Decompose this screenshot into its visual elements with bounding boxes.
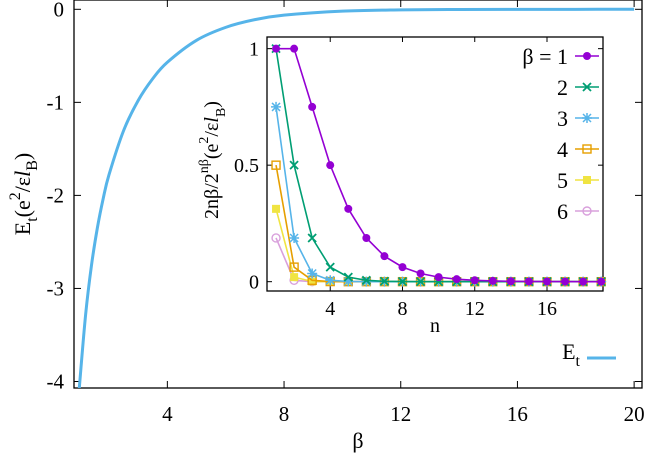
y-axis-label-part: /ε bbox=[201, 123, 223, 137]
x-tick-label: 12 bbox=[465, 298, 485, 320]
marker-cross bbox=[289, 160, 299, 170]
marker-filled-circle bbox=[398, 263, 407, 272]
legend-label-beta-6: 6 bbox=[557, 199, 568, 224]
marker-filled-square bbox=[272, 204, 281, 213]
x-tick-label: 8 bbox=[397, 298, 407, 320]
marker-cross bbox=[397, 276, 408, 287]
marker-filled-circle bbox=[326, 161, 335, 170]
marker-filled-circle bbox=[524, 277, 533, 286]
marker-filled-circle bbox=[434, 273, 443, 282]
marker-open-circle bbox=[582, 206, 592, 216]
marker-filled-circle bbox=[561, 277, 570, 286]
y-axis-label-part: 2 bbox=[197, 137, 212, 144]
y-axis-label: 2nβ/2nβ(e2/εlB) bbox=[197, 101, 229, 219]
plot-frame bbox=[266, 36, 604, 292]
marker-filled-circle bbox=[380, 252, 389, 261]
x-tick-label: 16 bbox=[507, 402, 528, 426]
y-axis-label-part: E bbox=[10, 222, 35, 235]
y-tick-label: 0.5 bbox=[234, 155, 259, 177]
legend-label-beta-1: β = 1 bbox=[522, 44, 568, 69]
marker-star bbox=[289, 232, 300, 243]
y-tick-label: 1 bbox=[249, 39, 259, 61]
y-tick-label: 0 bbox=[54, 0, 65, 21]
legend-label-Et: Et bbox=[562, 339, 580, 370]
y-axis-label-part: l bbox=[10, 171, 35, 177]
legend-label-main: E bbox=[562, 339, 575, 364]
marker-cross bbox=[325, 262, 335, 272]
y-axis-label-part: t bbox=[24, 217, 41, 222]
legend-label-beta-2: 2 bbox=[557, 75, 568, 100]
marker-cross bbox=[379, 276, 390, 286]
marker-cross bbox=[415, 277, 426, 287]
marker-filled-circle bbox=[452, 275, 461, 284]
series-line-Et bbox=[77, 7, 635, 388]
marker-star bbox=[307, 268, 318, 279]
y-axis-label-part: B bbox=[24, 160, 41, 171]
marker-filled-circle bbox=[543, 277, 551, 286]
marker-filled-circle bbox=[344, 204, 353, 213]
legend-label-beta-4: 4 bbox=[557, 137, 568, 162]
y-axis-label-part: 2nβ/2 bbox=[201, 173, 223, 219]
y-axis-label-part: /ε bbox=[10, 177, 35, 192]
x-tick-label: 20 bbox=[624, 402, 645, 426]
y-axis-label-part: ) bbox=[10, 153, 35, 160]
y-axis-label-part: l bbox=[201, 117, 223, 123]
y-axis-label-part: (e bbox=[10, 200, 35, 217]
marker-open-square bbox=[289, 262, 299, 272]
marker-filled-circle bbox=[362, 233, 371, 242]
marker-filled-square bbox=[583, 176, 591, 184]
marker-cross bbox=[343, 272, 353, 282]
y-axis-label-part: B bbox=[214, 108, 229, 117]
marker-open-square bbox=[271, 160, 281, 170]
marker-filled-square bbox=[308, 277, 317, 286]
y-axis-label-part: ) bbox=[201, 101, 223, 108]
x-tick-label: 16 bbox=[537, 298, 557, 320]
y-tick-label: -1 bbox=[47, 90, 65, 114]
marker-filled-circle bbox=[583, 52, 591, 60]
marker-filled-circle bbox=[506, 277, 515, 286]
marker-filled-circle bbox=[597, 277, 606, 286]
x-axis-label: β bbox=[352, 428, 363, 453]
x-axis-label: n bbox=[430, 315, 440, 337]
marker-star bbox=[325, 275, 336, 286]
x-tick-label: 12 bbox=[390, 402, 411, 426]
marker-open-square bbox=[582, 144, 592, 154]
marker-cross bbox=[361, 275, 371, 285]
marker-star bbox=[271, 101, 282, 112]
marker-filled-circle bbox=[488, 276, 497, 285]
y-axis-label-part: (e bbox=[201, 143, 223, 159]
series-beta-1 bbox=[272, 44, 606, 286]
y-axis-label-part: 2 bbox=[7, 192, 24, 200]
y-axis-label-part: nβ bbox=[197, 159, 212, 173]
x-tick-label: 4 bbox=[325, 298, 335, 320]
marker-star bbox=[361, 276, 372, 287]
marker-filled-circle bbox=[416, 269, 425, 278]
marker-cross bbox=[582, 82, 592, 92]
legend-label-beta-3: 3 bbox=[557, 106, 568, 131]
marker-filled-circle bbox=[272, 44, 281, 53]
marker-open-circle bbox=[271, 233, 281, 243]
marker-filled-circle bbox=[290, 44, 299, 53]
marker-filled-circle bbox=[308, 102, 317, 111]
legend-label-beta-5: 5 bbox=[557, 168, 568, 193]
marker-star bbox=[343, 276, 354, 287]
legend-label-sub: t bbox=[576, 353, 581, 370]
x-tick-label: 4 bbox=[162, 402, 173, 426]
y-axis-label: Et(e2/εlB) bbox=[7, 153, 41, 235]
marker-filled-square bbox=[290, 273, 299, 282]
y-tick-label: -3 bbox=[47, 276, 65, 300]
y-tick-label: -2 bbox=[47, 183, 65, 207]
y-tick-label: -4 bbox=[47, 369, 65, 393]
marker-cross bbox=[307, 233, 317, 243]
x-tick-label: 8 bbox=[279, 402, 290, 426]
y-tick-label: 0 bbox=[249, 272, 259, 294]
marker-filled-circle bbox=[470, 276, 479, 285]
marker-star bbox=[582, 113, 592, 123]
marker-filled-circle bbox=[579, 277, 588, 286]
